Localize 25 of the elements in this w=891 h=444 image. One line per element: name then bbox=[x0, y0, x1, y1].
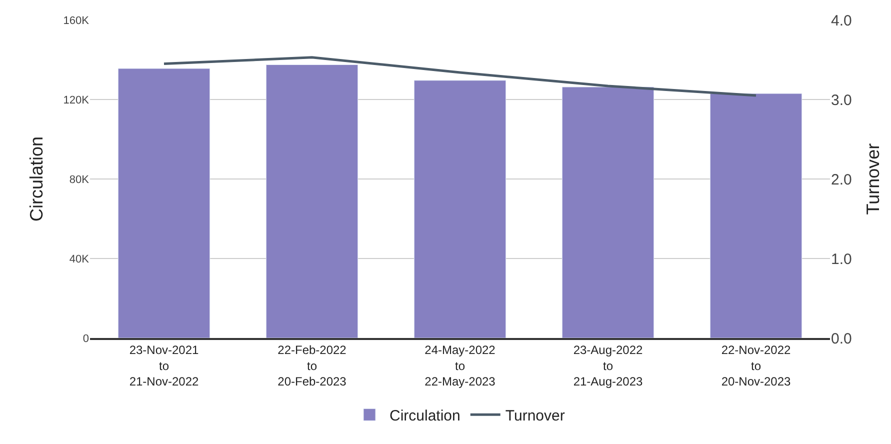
y-tick-label: 0 bbox=[82, 332, 89, 345]
bar bbox=[562, 86, 654, 338]
y2-tick-label: 3.0 bbox=[831, 92, 852, 109]
bar bbox=[266, 64, 358, 338]
y2-tick-label: 1.0 bbox=[831, 250, 852, 268]
bar bbox=[414, 80, 506, 338]
y2-tick-label: 2.0 bbox=[831, 171, 852, 188]
line-series bbox=[162, 56, 758, 97]
x-tick-label: 22-Nov-2022 to 20-Nov-2023 bbox=[721, 343, 792, 388]
y-axis-title: Circulation bbox=[26, 136, 46, 222]
y-tick-label: 160K bbox=[63, 14, 90, 27]
y-tick-label: 120K bbox=[63, 94, 90, 106]
x-tick-label: 24-May-2022 to 22-May-2023 bbox=[424, 343, 496, 388]
x-tick-label: 22-Feb-2022 to 20-Feb-2023 bbox=[278, 343, 347, 388]
x-tick-label: 23-Nov-2021 to 21-Nov-2022 bbox=[129, 343, 200, 388]
legend-label: Circulation bbox=[390, 408, 460, 425]
x-tick-label: 23-Aug-2022 to 21-Aug-2023 bbox=[573, 343, 644, 388]
y2-axis-title: Turnover bbox=[862, 143, 883, 215]
y2-tick-label: 4.0 bbox=[831, 12, 852, 30]
bar bbox=[710, 93, 802, 338]
y2-tick-label: 0.0 bbox=[831, 330, 852, 348]
legend-label: Turnover bbox=[505, 408, 565, 425]
y-tick-label: 40K bbox=[69, 253, 90, 266]
y-tick-label: 80K bbox=[69, 174, 90, 186]
bar bbox=[118, 68, 210, 338]
